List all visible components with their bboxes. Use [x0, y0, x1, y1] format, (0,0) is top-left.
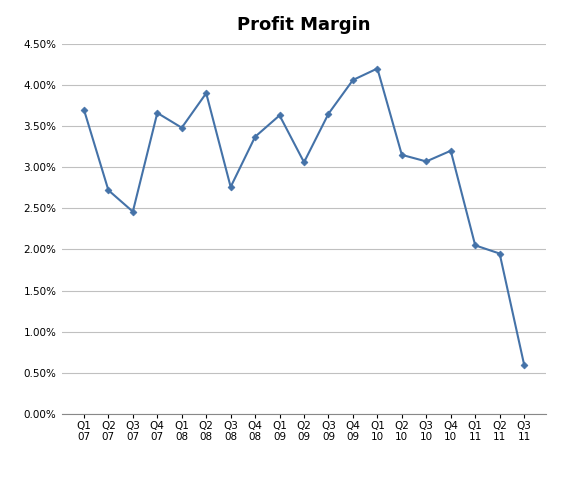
Title: Profit Margin: Profit Margin [237, 16, 371, 34]
